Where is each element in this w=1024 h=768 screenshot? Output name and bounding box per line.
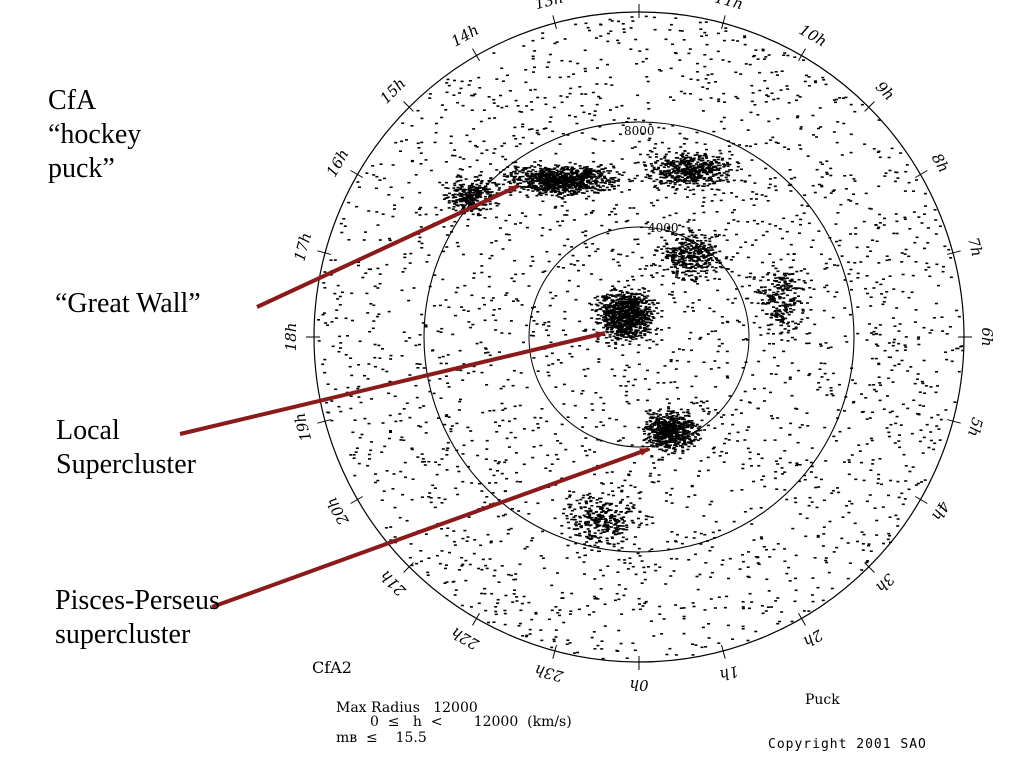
hour-tick [552, 645, 557, 659]
hour-label: 20h [323, 494, 353, 529]
galaxy-points [317, 15, 965, 660]
hour-label: 8h [928, 150, 953, 176]
magnitude-line: mʙ ≤ 15.5 [336, 730, 427, 746]
great-wall-label: “Great Wall” [55, 287, 201, 321]
ring-label-middle: 8000 [624, 124, 655, 138]
hour-label: 1h [717, 662, 740, 684]
hour-tick [864, 101, 875, 112]
hour-tick [403, 562, 414, 573]
hour-label: 0h [629, 676, 648, 694]
hour-tick [721, 645, 726, 659]
hour-label: 11h [713, 0, 745, 13]
hour-tick [552, 15, 557, 29]
great-wall-label-text: “Great Wall” [55, 288, 201, 319]
projection-label: Puck [805, 692, 840, 708]
hour-tick [864, 562, 875, 573]
hour-label: 13h [533, 0, 565, 13]
pisces-perseus-label: Pisces-Perseus supercluster [55, 584, 220, 652]
hour-label: 6h [978, 327, 996, 346]
hour-tick [403, 101, 414, 112]
hour-tick [350, 496, 363, 504]
local-supercluster-arrow [179, 331, 606, 436]
hour-label: 3h [872, 570, 898, 596]
hour-ticks [306, 4, 972, 670]
hour-tick [472, 613, 480, 626]
title-line-3: puck” [48, 153, 115, 184]
copyright-text: Copyright 2001 SAO [768, 737, 927, 752]
hour-label: 4h [928, 497, 954, 524]
hour-label: 5h [964, 415, 986, 438]
local-supercluster-line-1: Local [56, 415, 120, 446]
hour-label: 19h [290, 411, 315, 443]
hour-tick [947, 250, 961, 255]
max-radius-line: Max Radius 12000 [336, 700, 478, 716]
hour-labels: 0h1h2h3h4h5h6h7h8h9h10h11h12h13h14h15h16… [282, 0, 996, 694]
hour-label: 16h [323, 146, 353, 180]
inner-ring [528, 226, 750, 448]
title-line-2: “hockey [48, 119, 142, 150]
hour-tick [317, 419, 331, 424]
hour-label: 23h [533, 661, 566, 686]
hour-label: 7h [964, 235, 986, 258]
hour-label: 2h [800, 625, 827, 651]
hour-tick [721, 15, 726, 29]
hour-tick [798, 613, 806, 626]
hour-label: 17h [290, 231, 315, 263]
middle-ring [423, 121, 855, 553]
hour-label: 18h [282, 323, 300, 352]
hour-tick [317, 250, 331, 255]
hour-tick [798, 48, 806, 61]
local-supercluster-label: Local Supercluster [56, 414, 196, 482]
annotation-arrows [179, 184, 650, 609]
title-line-1: CfA [48, 85, 97, 116]
pisces-perseus-line-2: supercluster [55, 619, 191, 650]
local-supercluster-line-2: Supercluster [56, 449, 196, 480]
hour-tick [472, 48, 480, 61]
survey-name: CfA2 [312, 658, 352, 677]
hour-label: 10h [796, 21, 830, 51]
hour-label: 14h [448, 21, 482, 51]
h-range-line: 0 ≤ h < 12000 (km/s) [370, 714, 572, 730]
hour-tick [915, 496, 928, 504]
pisces-perseus-line-1: Pisces-Perseus [55, 585, 220, 616]
pisces-perseus-arrow [211, 447, 650, 609]
hour-tick [915, 170, 928, 178]
hour-label: 22h [448, 623, 483, 653]
hour-tick [947, 419, 961, 424]
hour-tick [350, 170, 363, 178]
hour-label: 9h [872, 78, 898, 104]
ring-label-inner: 4000 [648, 221, 679, 235]
great-wall-arrow [256, 184, 519, 309]
title-block: CfA “hockey puck” [48, 84, 141, 186]
